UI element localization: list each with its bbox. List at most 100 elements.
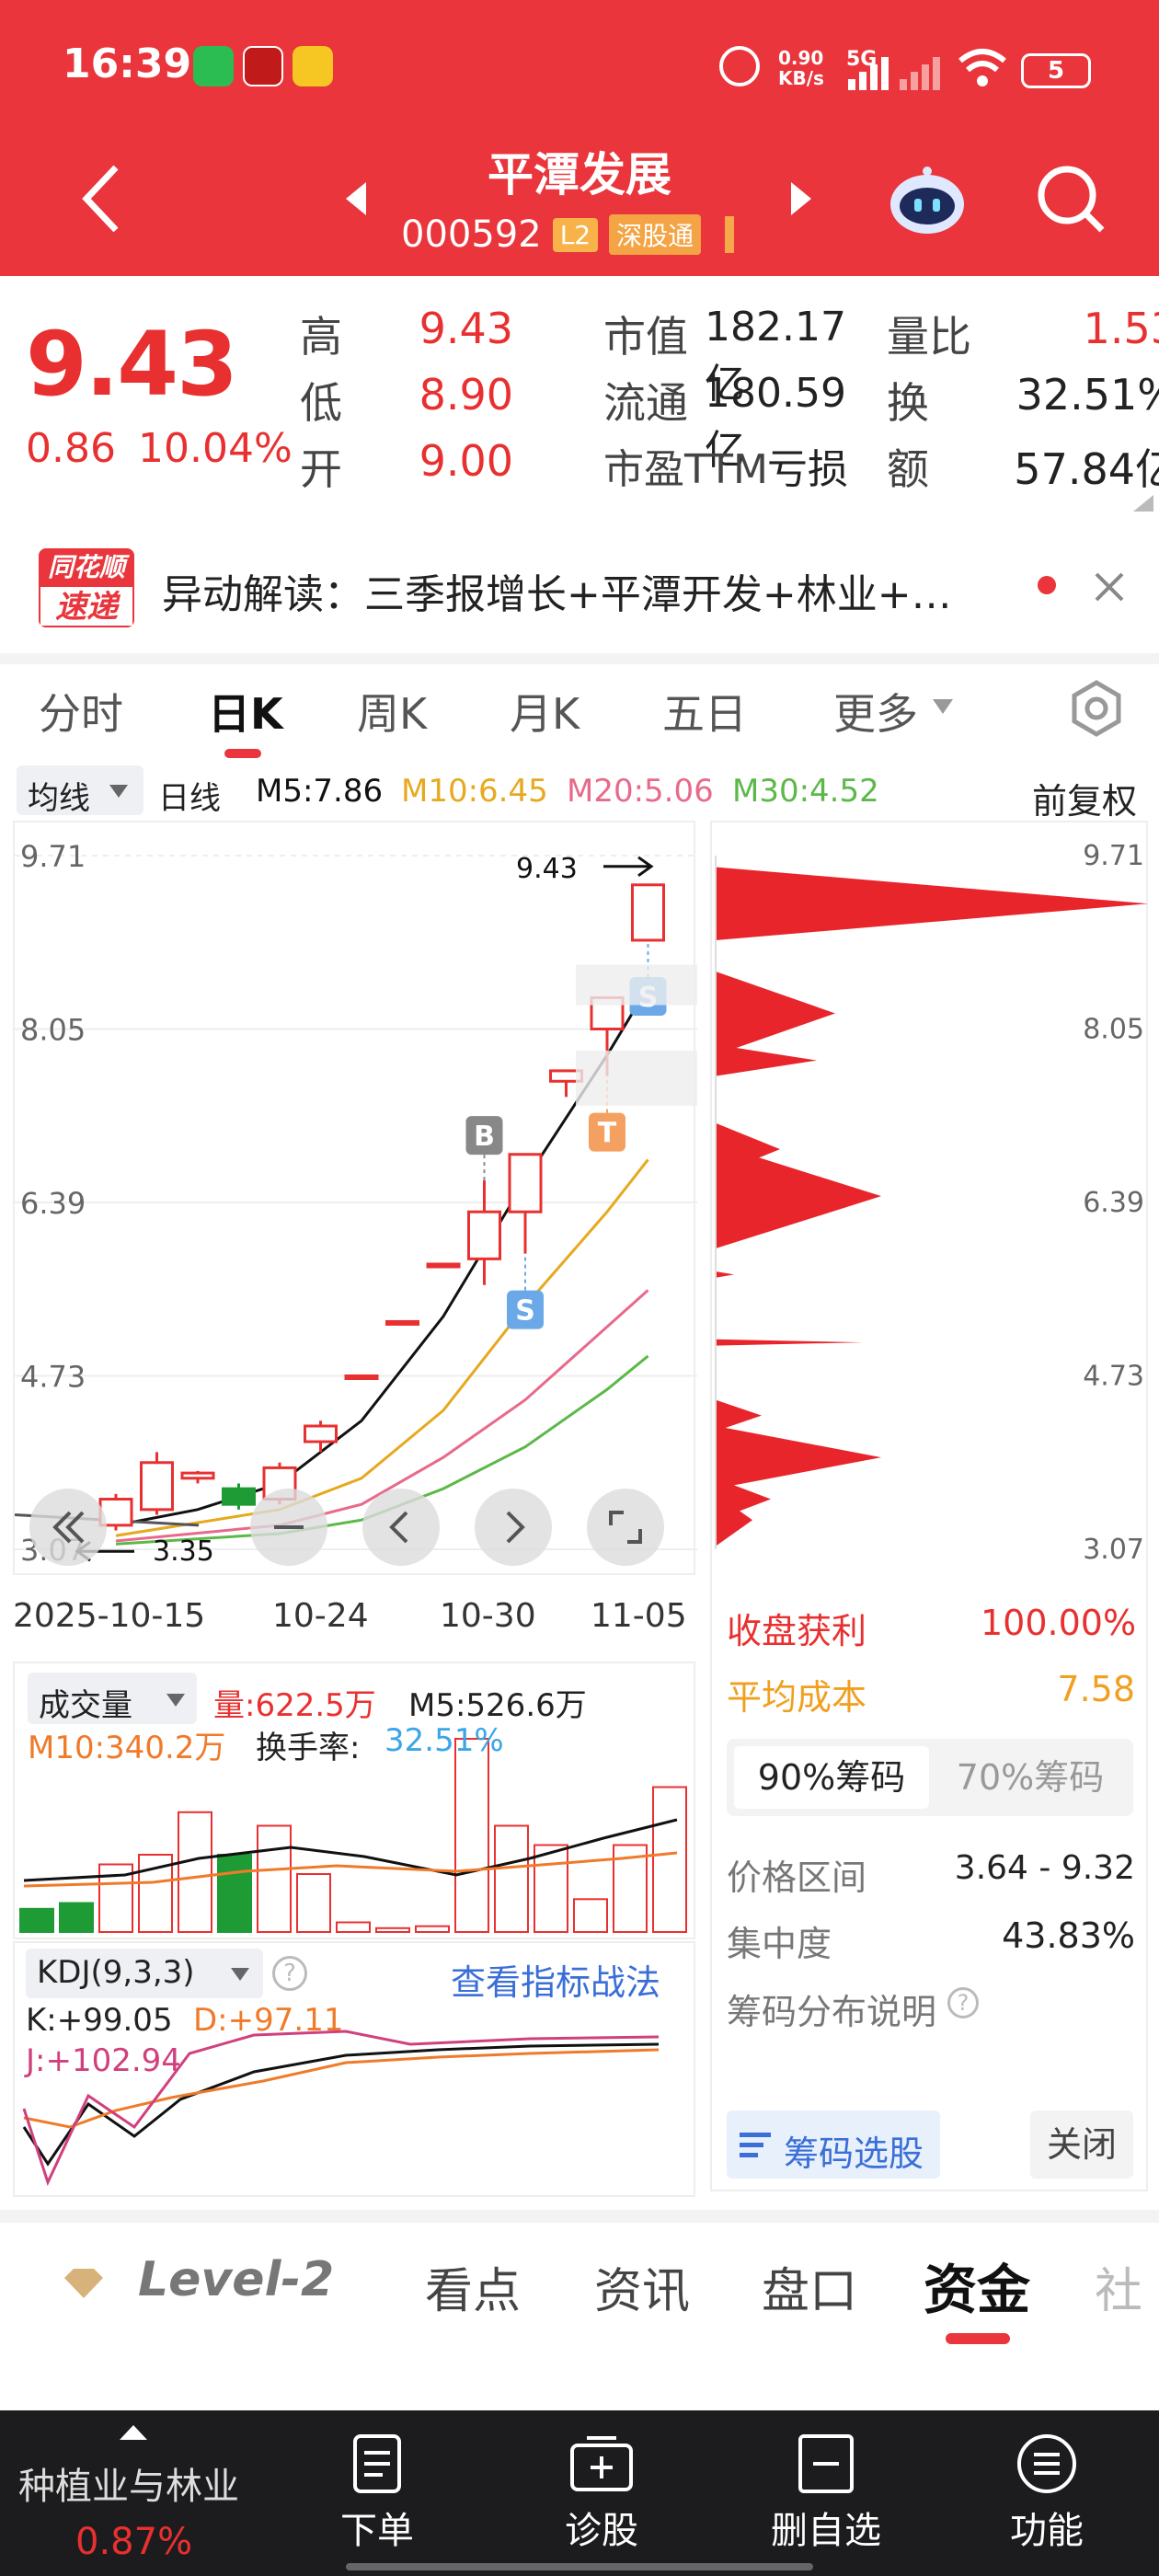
avg-cost-value: 7.58: [1057, 1669, 1135, 1709]
diagnose-button[interactable]: 诊股: [546, 2432, 657, 2570]
kdj-j-value: J:+102.94: [26, 2042, 181, 2079]
trade-marker-label: T: [598, 1118, 617, 1150]
y-tick-label: 4.73: [20, 1360, 86, 1395]
expand-corner-icon[interactable]: [1130, 493, 1155, 517]
volume-selector-label: 成交量: [39, 1687, 132, 1724]
x-tick-label: 11-05: [591, 1597, 687, 1635]
scroll-right-button[interactable]: [475, 1489, 552, 1566]
y-tick-label: 9.71: [20, 839, 86, 874]
order-label: 下单: [340, 2510, 414, 2552]
volume-bar: [336, 1921, 371, 1933]
stock-app-icon: [243, 46, 283, 86]
volume-value: 量:622.5万: [213, 1687, 376, 1724]
net-speed: 0.90 KB/s: [778, 47, 824, 89]
kdj-selector[interactable]: [26, 1949, 263, 1998]
scroll-left-button[interactable]: [362, 1489, 440, 1566]
tab-more[interactable]: 更多: [833, 689, 918, 739]
candle-body: [180, 1471, 215, 1480]
chip-peak: [716, 1144, 881, 1248]
settings-icon[interactable]: [1067, 679, 1126, 738]
tab-community[interactable]: 社: [1095, 2264, 1143, 2319]
price-range-label: 价格区间: [727, 1857, 867, 1898]
back-button[interactable]: [79, 162, 125, 236]
home-indicator: [346, 2563, 813, 2570]
tab-level2[interactable]: Level-2: [138, 2252, 335, 2307]
ma10-value: M10:6.45: [401, 773, 548, 810]
tab-news[interactable]: 资讯: [594, 2264, 691, 2319]
volume-bar: [534, 1844, 568, 1933]
adjust-mode[interactable]: 前复权: [1032, 781, 1138, 822]
tab-daily-k[interactable]: 日K: [208, 689, 283, 739]
chevron-down-icon: [166, 1693, 186, 1711]
tab-highlights[interactable]: 看点: [425, 2264, 522, 2319]
help-icon[interactable]: ?: [947, 1987, 979, 2018]
tab-weekly-k[interactable]: 周K: [357, 689, 428, 739]
chevron-down-icon: [931, 697, 955, 719]
news-text[interactable]: 异动解读：三季报增长+平潭开发+林业+…: [162, 571, 952, 618]
search-icon[interactable]: [1034, 162, 1107, 236]
candle-body: [426, 1262, 461, 1269]
sector-name[interactable]: 种植业与林业: [18, 2466, 239, 2508]
volume-bar: [415, 1925, 450, 1934]
kline-chart[interactable]: 9.718.056.394.733.07BSTS9.433.35: [14, 822, 697, 1577]
ma5-value: M5:7.86: [256, 773, 384, 810]
tab-intraday[interactable]: 分时: [39, 689, 123, 739]
robot-assistant-icon[interactable]: [887, 166, 968, 237]
help-icon[interactable]: ?: [272, 1956, 307, 1991]
zoom-out-button[interactable]: [29, 1489, 107, 1566]
function-button[interactable]: 功能: [992, 2432, 1102, 2570]
volume-selector[interactable]: [28, 1673, 197, 1724]
current-price: 9.43: [26, 313, 238, 416]
prev-stock-button[interactable]: [342, 180, 370, 221]
close-icon[interactable]: [1091, 569, 1128, 605]
chip-desc-link[interactable]: 筹码分布说明: [727, 1992, 937, 2032]
chip-y-tick: 9.71: [1083, 840, 1144, 872]
news-logo-top: 同花顺: [39, 548, 134, 587]
remove-watchlist-button[interactable]: 删自选: [762, 2432, 890, 2570]
price-change-pct: 10.04%: [138, 425, 293, 472]
tab-order-book[interactable]: 盘口: [762, 2264, 858, 2319]
volume-bar: [652, 1786, 687, 1933]
chip-tab-90[interactable]: 90%筹码: [734, 1746, 929, 1809]
tab-monthly-k[interactable]: 月K: [510, 689, 580, 739]
next-stock-button[interactable]: [787, 180, 815, 221]
y-tick-label: 8.05: [20, 1013, 86, 1048]
kline-panel[interactable]: 9.718.056.394.733.07BSTS9.433.35: [13, 821, 697, 1577]
high-arrow-head: [637, 856, 654, 878]
quote-value: 8.90: [419, 370, 513, 420]
chip-y-tick: 3.07: [1083, 1534, 1144, 1566]
candle-body: [304, 1424, 338, 1443]
quote-value: 1.53: [1083, 304, 1159, 353]
chip-peak: [716, 1271, 734, 1278]
wechat-icon: [193, 46, 234, 86]
ma20-value: M20:5.06: [567, 773, 714, 810]
chip-tab-70[interactable]: 70%筹码: [956, 1757, 1105, 1798]
indicator-strategy-link[interactable]: 查看指标战法: [451, 1962, 661, 2003]
fullscreen-button[interactable]: [587, 1489, 664, 1566]
chevron-up-icon[interactable]: [118, 2423, 149, 2445]
chip-close-button[interactable]: 关闭: [1030, 2110, 1133, 2179]
quote-label: 低: [300, 378, 342, 428]
avg-cost-label: 平均成本: [727, 1677, 867, 1718]
volume-m10: M10:340.2万: [28, 1730, 226, 1766]
kdj-k-value: K:+99.05: [26, 2002, 173, 2039]
date-axis: 2025-10-15 10-24 10-30 11-05: [13, 1597, 695, 1643]
volume-chart: [19, 1738, 687, 1934]
tab-capital[interactable]: 资金: [924, 2259, 1031, 2321]
tab-five-day[interactable]: 五日: [662, 689, 747, 739]
x-tick-label: 10-24: [272, 1597, 369, 1635]
chip-select-label: 筹码选股: [784, 2133, 924, 2174]
chip-y-tick: 8.05: [1083, 1014, 1144, 1046]
price-change: 0.86: [26, 425, 116, 472]
order-button[interactable]: 下单: [322, 2432, 432, 2570]
minus-button[interactable]: [250, 1489, 327, 1566]
volume-bar: [573, 1898, 608, 1933]
volume-bar: [19, 1907, 54, 1933]
trade-marker-label: S: [515, 1295, 535, 1328]
quote-value: 32.51%: [1016, 370, 1159, 420]
quote-label: 额: [887, 444, 929, 494]
chip-peak: [716, 1493, 752, 1547]
stock-code-row: 000592 L2 深股通: [401, 213, 735, 256]
news-logo: 同花顺 速递: [39, 548, 134, 627]
diagnose-label: 诊股: [565, 2510, 638, 2552]
